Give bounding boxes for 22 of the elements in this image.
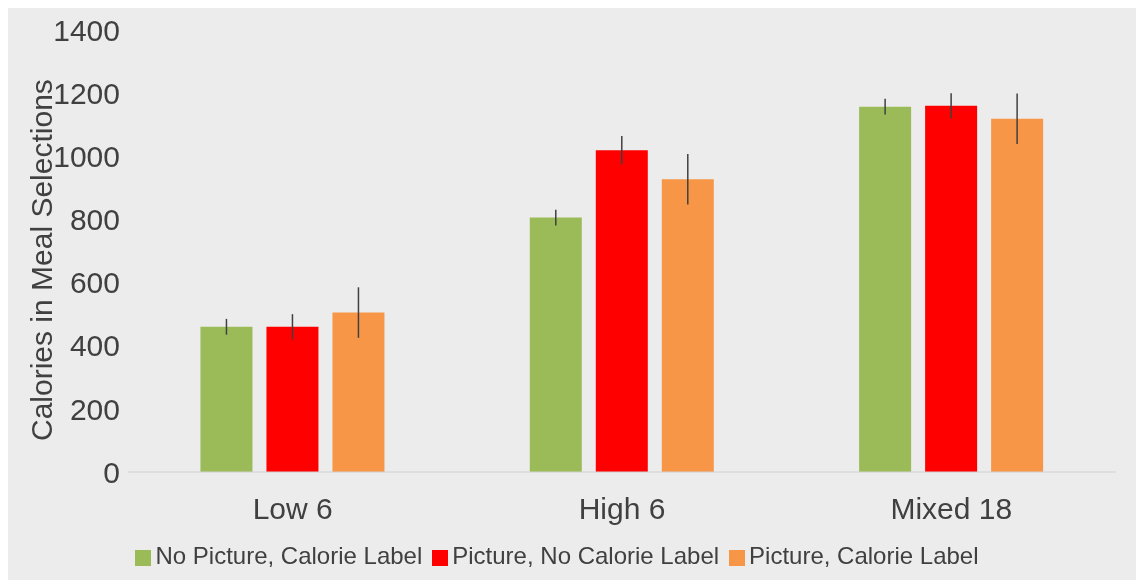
y-tick-label: 400 [69, 329, 120, 363]
bar [200, 326, 253, 472]
y-tick-label: 800 [69, 203, 120, 237]
y-tick-label: 1400 [53, 13, 120, 47]
x-tick-label: High 6 [578, 492, 666, 526]
bar [661, 179, 714, 472]
bar [991, 118, 1044, 472]
y-tick-label: 200 [69, 392, 120, 426]
bar [925, 105, 978, 472]
bar [859, 106, 912, 472]
bar [332, 312, 385, 472]
bar [595, 150, 648, 472]
legend-label: Picture, No Calorie Label [452, 542, 720, 569]
y-tick-label: 600 [69, 266, 120, 300]
x-tick-label: Low 6 [252, 492, 333, 526]
legend-label: Picture, Calorie Label [749, 542, 979, 569]
legend-label: No Picture, Calorie Label [155, 542, 423, 569]
y-tick-label: 1200 [53, 76, 120, 110]
y-tick-label: 0 [103, 455, 120, 489]
x-tick-label: Mixed 18 [890, 492, 1013, 526]
bar [266, 326, 319, 472]
bar [529, 217, 582, 472]
